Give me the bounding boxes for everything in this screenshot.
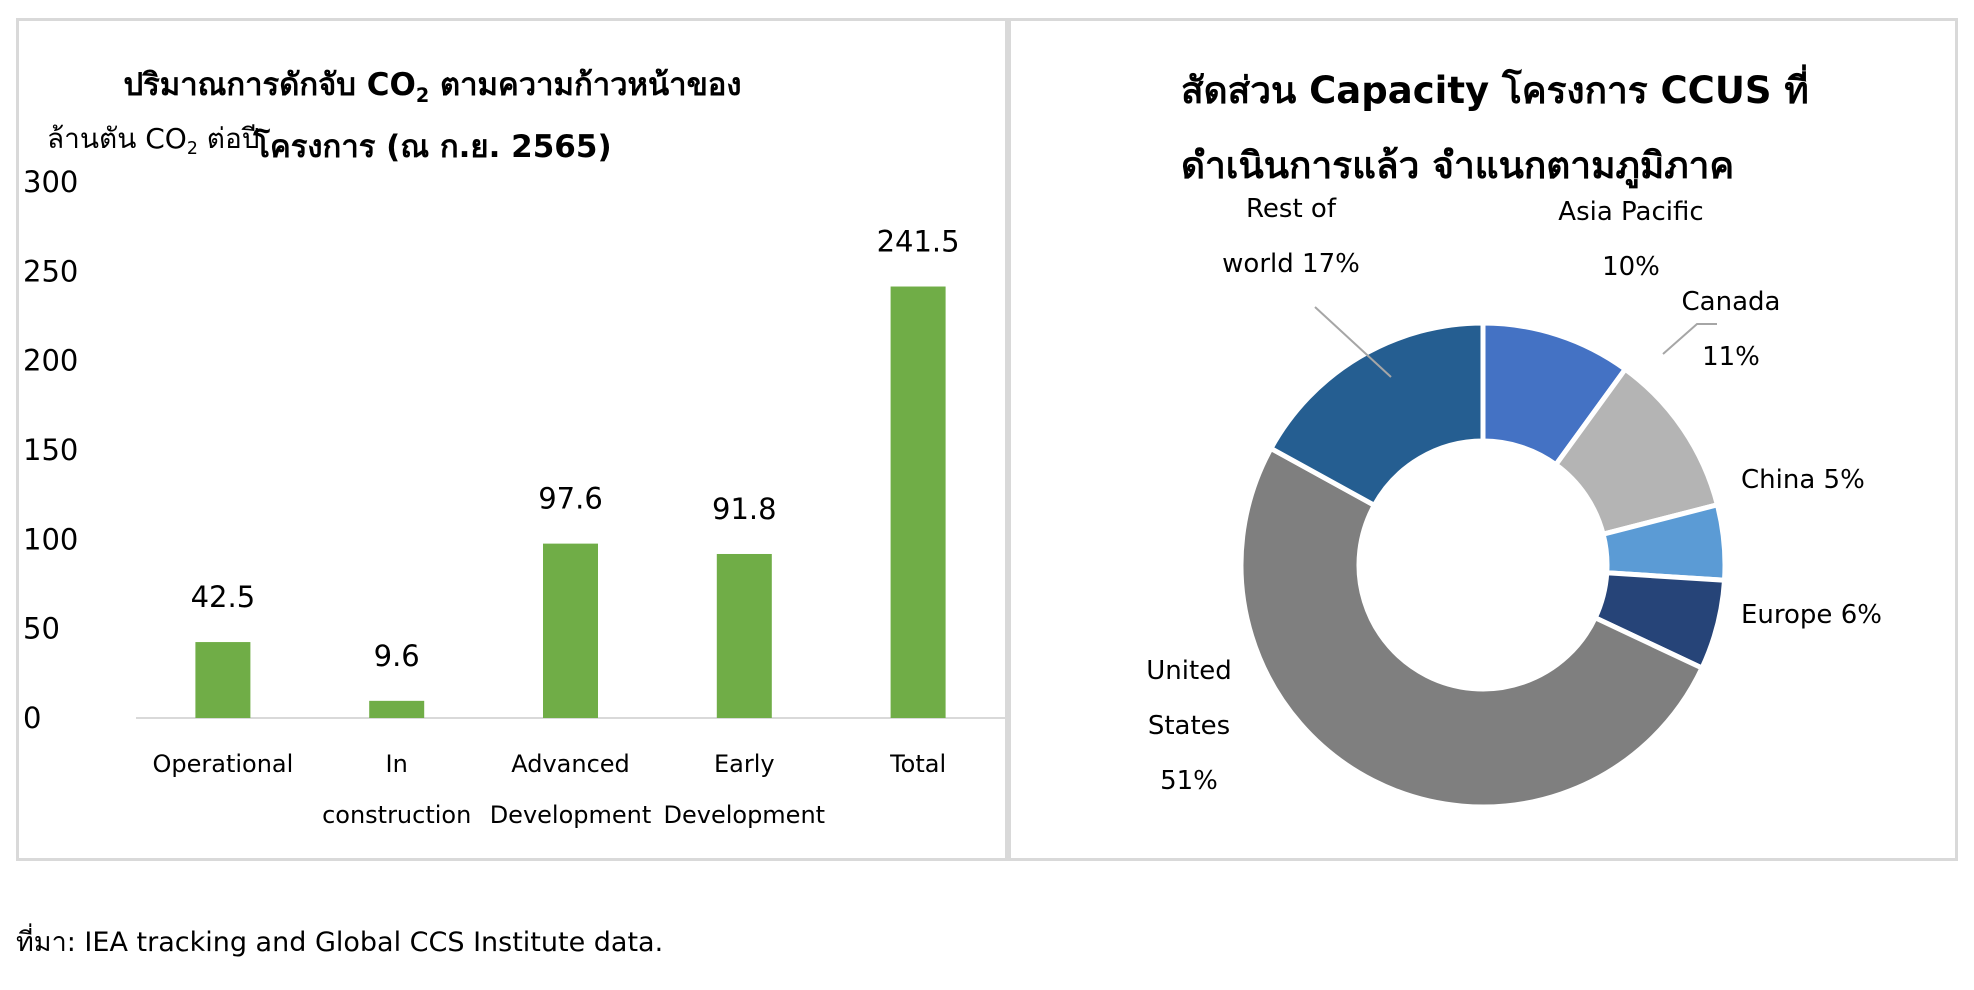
x-tick-label: Development [490,801,652,829]
y-tick-label: 300 [23,165,78,199]
slice-label: Canada [1682,287,1781,317]
y-tick-label: 0 [23,701,41,735]
bar [890,286,946,718]
slice-label: States [1148,711,1230,741]
y-unit-prefix: ล้านตัน CO [47,122,187,155]
x-tick-label: Early [714,750,775,778]
donut-chart-panel: สัดส่วน Capacity โครงการ CCUS ที่ ดำเนิน… [1008,18,1958,861]
donut-slice [1267,320,1486,509]
slice-label: Asia Pacific [1558,197,1703,227]
slice-label: United [1146,656,1231,686]
slice-label: 11% [1702,342,1760,372]
bar [543,543,598,718]
x-tick-label: Operational [152,750,293,778]
bar [369,700,425,718]
source-note: ที่มา: IEA tracking and Global CCS Insti… [16,927,664,958]
leader-line-rest-of-world [1314,306,1392,378]
bar-data-label: 91.8 [712,492,777,526]
leader-line-canada [1662,323,1717,355]
slice-label: Rest of [1246,194,1337,224]
bar [195,642,251,718]
slice-label: Europe 6% [1741,600,1882,630]
slice-label: 51% [1160,766,1218,796]
y-tick-label: 100 [23,522,78,556]
x-tick-label: Development [664,801,826,829]
bar-chart-svg: 0 50 100 150 200 250 300 42.5 Operational 9.6 In co… [23,165,1005,829]
bar-chart-title-line2: โครงการ (ณ ก.ย. 2565) [253,129,612,165]
bar-data-label: 241.5 [877,225,960,259]
bar-chart-title-subscript: 2 [415,83,430,107]
bar-chart-panel: ปริมาณการดักจับ CO2 ตามความก้าวหน้าของ โ… [16,18,1008,861]
bar-chart-title-suffix: ตามความก้าวหน้าของ [429,67,742,103]
bar-data-label: 97.6 [538,482,603,516]
y-tick-label: 250 [23,254,78,288]
slice-label: China 5% [1741,465,1865,495]
y-tick-label: 150 [23,433,78,467]
bar-chart-title-line1: ปริมาณการดักจับ CO2 ตามความก้าวหน้าของ [19,59,846,109]
bar-data-label: 9.6 [374,639,420,673]
bar-data-label: 42.5 [191,580,256,614]
y-tick-label: 200 [23,344,78,378]
donut-chart-title-line2: ดำเนินการแล้ว จำแนกตามภูมิภาค [1181,144,1735,187]
y-unit-suffix: ต่อปี [197,122,260,155]
y-tick-label: 50 [23,612,60,646]
x-tick-label: In [386,750,408,778]
y-unit-subscript: 2 [186,139,198,160]
slice-label: 10% [1602,252,1660,282]
slice-label: world 17% [1222,249,1360,279]
bar [716,553,772,718]
x-tick-label: Advanced [511,750,630,778]
x-tick-label: Total [889,750,946,778]
donut-chart-svg: Asia Pacific 10% Canada 11% China 5% Europe 6… [1146,194,1882,810]
x-tick-label: construction [322,801,471,829]
y-axis-unit-label: ล้านตัน CO2 ต่อปี [47,117,260,161]
donut-slice [1238,445,1706,810]
bar-chart-title-prefix: ปริมาณการดักจับ CO [123,67,416,103]
